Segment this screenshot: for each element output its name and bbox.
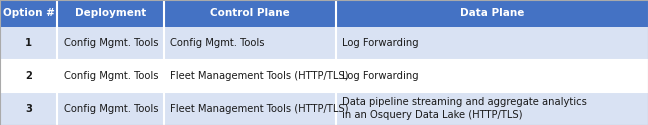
Text: Data Plane: Data Plane	[459, 8, 524, 18]
Text: Deployment: Deployment	[75, 8, 146, 18]
Bar	[336, 27, 648, 60]
Bar	[164, 60, 336, 92]
Text: Fleet Management Tools (HTTP/TLS): Fleet Management Tools (HTTP/TLS)	[170, 71, 349, 81]
Bar	[336, 0, 648, 27]
Text: Fleet Management Tools (HTTP/TLS): Fleet Management Tools (HTTP/TLS)	[170, 104, 349, 114]
Text: Log Forwarding: Log Forwarding	[342, 38, 419, 48]
Text: Config Mgmt. Tools: Config Mgmt. Tools	[64, 38, 158, 48]
Bar	[336, 92, 648, 125]
Text: 1: 1	[25, 38, 32, 48]
Bar	[0, 0, 57, 27]
Bar	[164, 92, 336, 125]
Text: 2: 2	[25, 71, 32, 81]
Bar	[164, 27, 336, 60]
Text: Config Mgmt. Tools: Config Mgmt. Tools	[170, 38, 265, 48]
Bar	[0, 27, 57, 60]
Text: Data pipeline streaming and aggregate analytics
in an Osquery Data Lake (HTTP/TL: Data pipeline streaming and aggregate an…	[342, 97, 587, 120]
Text: Config Mgmt. Tools: Config Mgmt. Tools	[64, 104, 158, 114]
Bar	[57, 0, 164, 27]
Bar	[336, 60, 648, 92]
Text: 3: 3	[25, 104, 32, 114]
Text: Option #: Option #	[3, 8, 54, 18]
Bar	[164, 0, 336, 27]
Bar	[57, 92, 164, 125]
Bar	[0, 92, 57, 125]
Text: Config Mgmt. Tools: Config Mgmt. Tools	[64, 71, 158, 81]
Text: Log Forwarding: Log Forwarding	[342, 71, 419, 81]
Bar	[57, 27, 164, 60]
Text: Control Plane: Control Plane	[210, 8, 290, 18]
Bar	[0, 60, 57, 92]
Bar	[57, 60, 164, 92]
